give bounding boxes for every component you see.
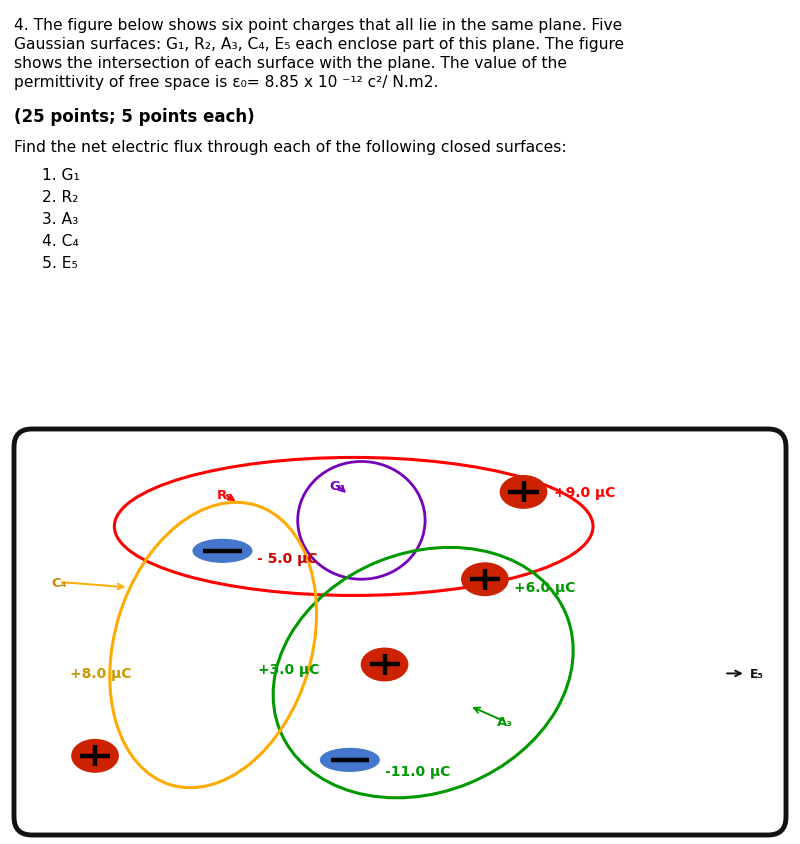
Text: 4. C₄: 4. C₄: [42, 234, 78, 249]
Text: 4. The figure below shows six point charges that all lie in the same plane. Five: 4. The figure below shows six point char…: [14, 18, 622, 33]
Text: shows the intersection of each surface with the plane. The value of the: shows the intersection of each surface w…: [14, 56, 567, 71]
Text: 2. R₂: 2. R₂: [42, 190, 78, 205]
Text: E₅: E₅: [750, 667, 764, 680]
Text: +9.0 μC: +9.0 μC: [554, 485, 616, 500]
Text: permittivity of free space is ε₀= 8.85 x 10 ⁻¹² c²/ N.m2.: permittivity of free space is ε₀= 8.85 x…: [14, 75, 438, 90]
Text: +3.0 μC: +3.0 μC: [258, 663, 319, 677]
Text: (25 points; 5 points each): (25 points; 5 points each): [14, 108, 254, 126]
Text: 1. G₁: 1. G₁: [42, 168, 80, 183]
Ellipse shape: [193, 540, 252, 562]
Text: Find the net electric flux through each of the following closed surfaces:: Find the net electric flux through each …: [14, 140, 566, 154]
Text: 3. A₃: 3. A₃: [42, 212, 78, 227]
Ellipse shape: [500, 476, 546, 509]
Text: Gaussian surfaces: G₁, R₂, A₃, C₄, E₅ each enclose part of this plane. The figur: Gaussian surfaces: G₁, R₂, A₃, C₄, E₅ ea…: [14, 37, 624, 52]
Text: - 5.0 μC: - 5.0 μC: [257, 551, 318, 565]
Ellipse shape: [72, 739, 118, 772]
Text: C₄: C₄: [51, 576, 66, 589]
Text: 5. E₅: 5. E₅: [42, 256, 78, 271]
Text: A₃: A₃: [497, 716, 513, 728]
Text: +6.0 μC: +6.0 μC: [514, 580, 576, 594]
Ellipse shape: [462, 563, 508, 596]
Text: -11.0 μC: -11.0 μC: [385, 764, 450, 778]
Ellipse shape: [321, 749, 379, 771]
Text: R₂: R₂: [216, 489, 232, 501]
FancyBboxPatch shape: [14, 430, 786, 835]
Text: G₁: G₁: [329, 479, 346, 492]
Text: +8.0 μC: +8.0 μC: [70, 666, 131, 679]
Ellipse shape: [362, 648, 408, 681]
